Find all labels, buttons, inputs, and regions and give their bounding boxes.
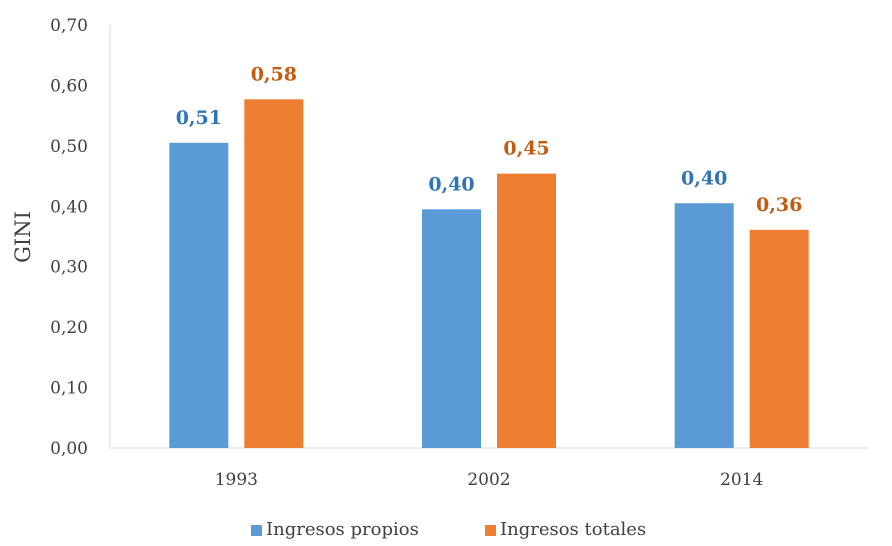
bar [749,229,809,448]
y-tick-label: 0,10 [50,379,88,399]
legend-label-ingresos-propios: Ingresos propios [266,519,419,540]
data-label: 0,40 [681,167,727,189]
y-tick-label: 0,20 [50,318,88,338]
y-axis: 0,00 0,10 0,20 0,30 0,40 0,50 0,60 0,70 [50,16,111,459]
data-label: 0,58 [251,63,297,85]
bar [497,173,556,448]
data-labels: 0,51 0,58 0,40 0,45 0,40 0,36 [176,63,803,216]
bar [674,203,734,448]
x-tick-label: 2014 [720,470,763,490]
data-label: 0,45 [503,138,549,160]
y-tick-label: 0,60 [50,76,88,96]
data-label: 0,40 [428,173,474,195]
y-tick-label: 0,50 [50,137,88,157]
bar [422,209,481,448]
y-tick-label: 0,00 [50,439,88,459]
legend-swatch-ingresos-propios [251,525,262,536]
x-axis: 1993 2002 2014 [110,447,868,490]
legend-label-ingresos-totales: Ingresos totales [500,519,646,540]
bars [169,99,809,449]
bar [244,99,304,448]
y-tick-label: 0,30 [50,258,88,278]
data-label: 0,51 [176,107,222,129]
y-axis-title: GINI [11,211,35,263]
legend[interactable]: Ingresos propios Ingresos totales [251,519,646,540]
bar [169,142,229,449]
x-tick-label: 1993 [215,470,258,490]
x-tick-label: 2002 [467,470,510,490]
legend-swatch-ingresos-totales [485,525,496,536]
y-tick-label: 0,40 [50,197,88,217]
y-tick-label: 0,70 [50,16,88,36]
data-label: 0,36 [756,194,802,216]
